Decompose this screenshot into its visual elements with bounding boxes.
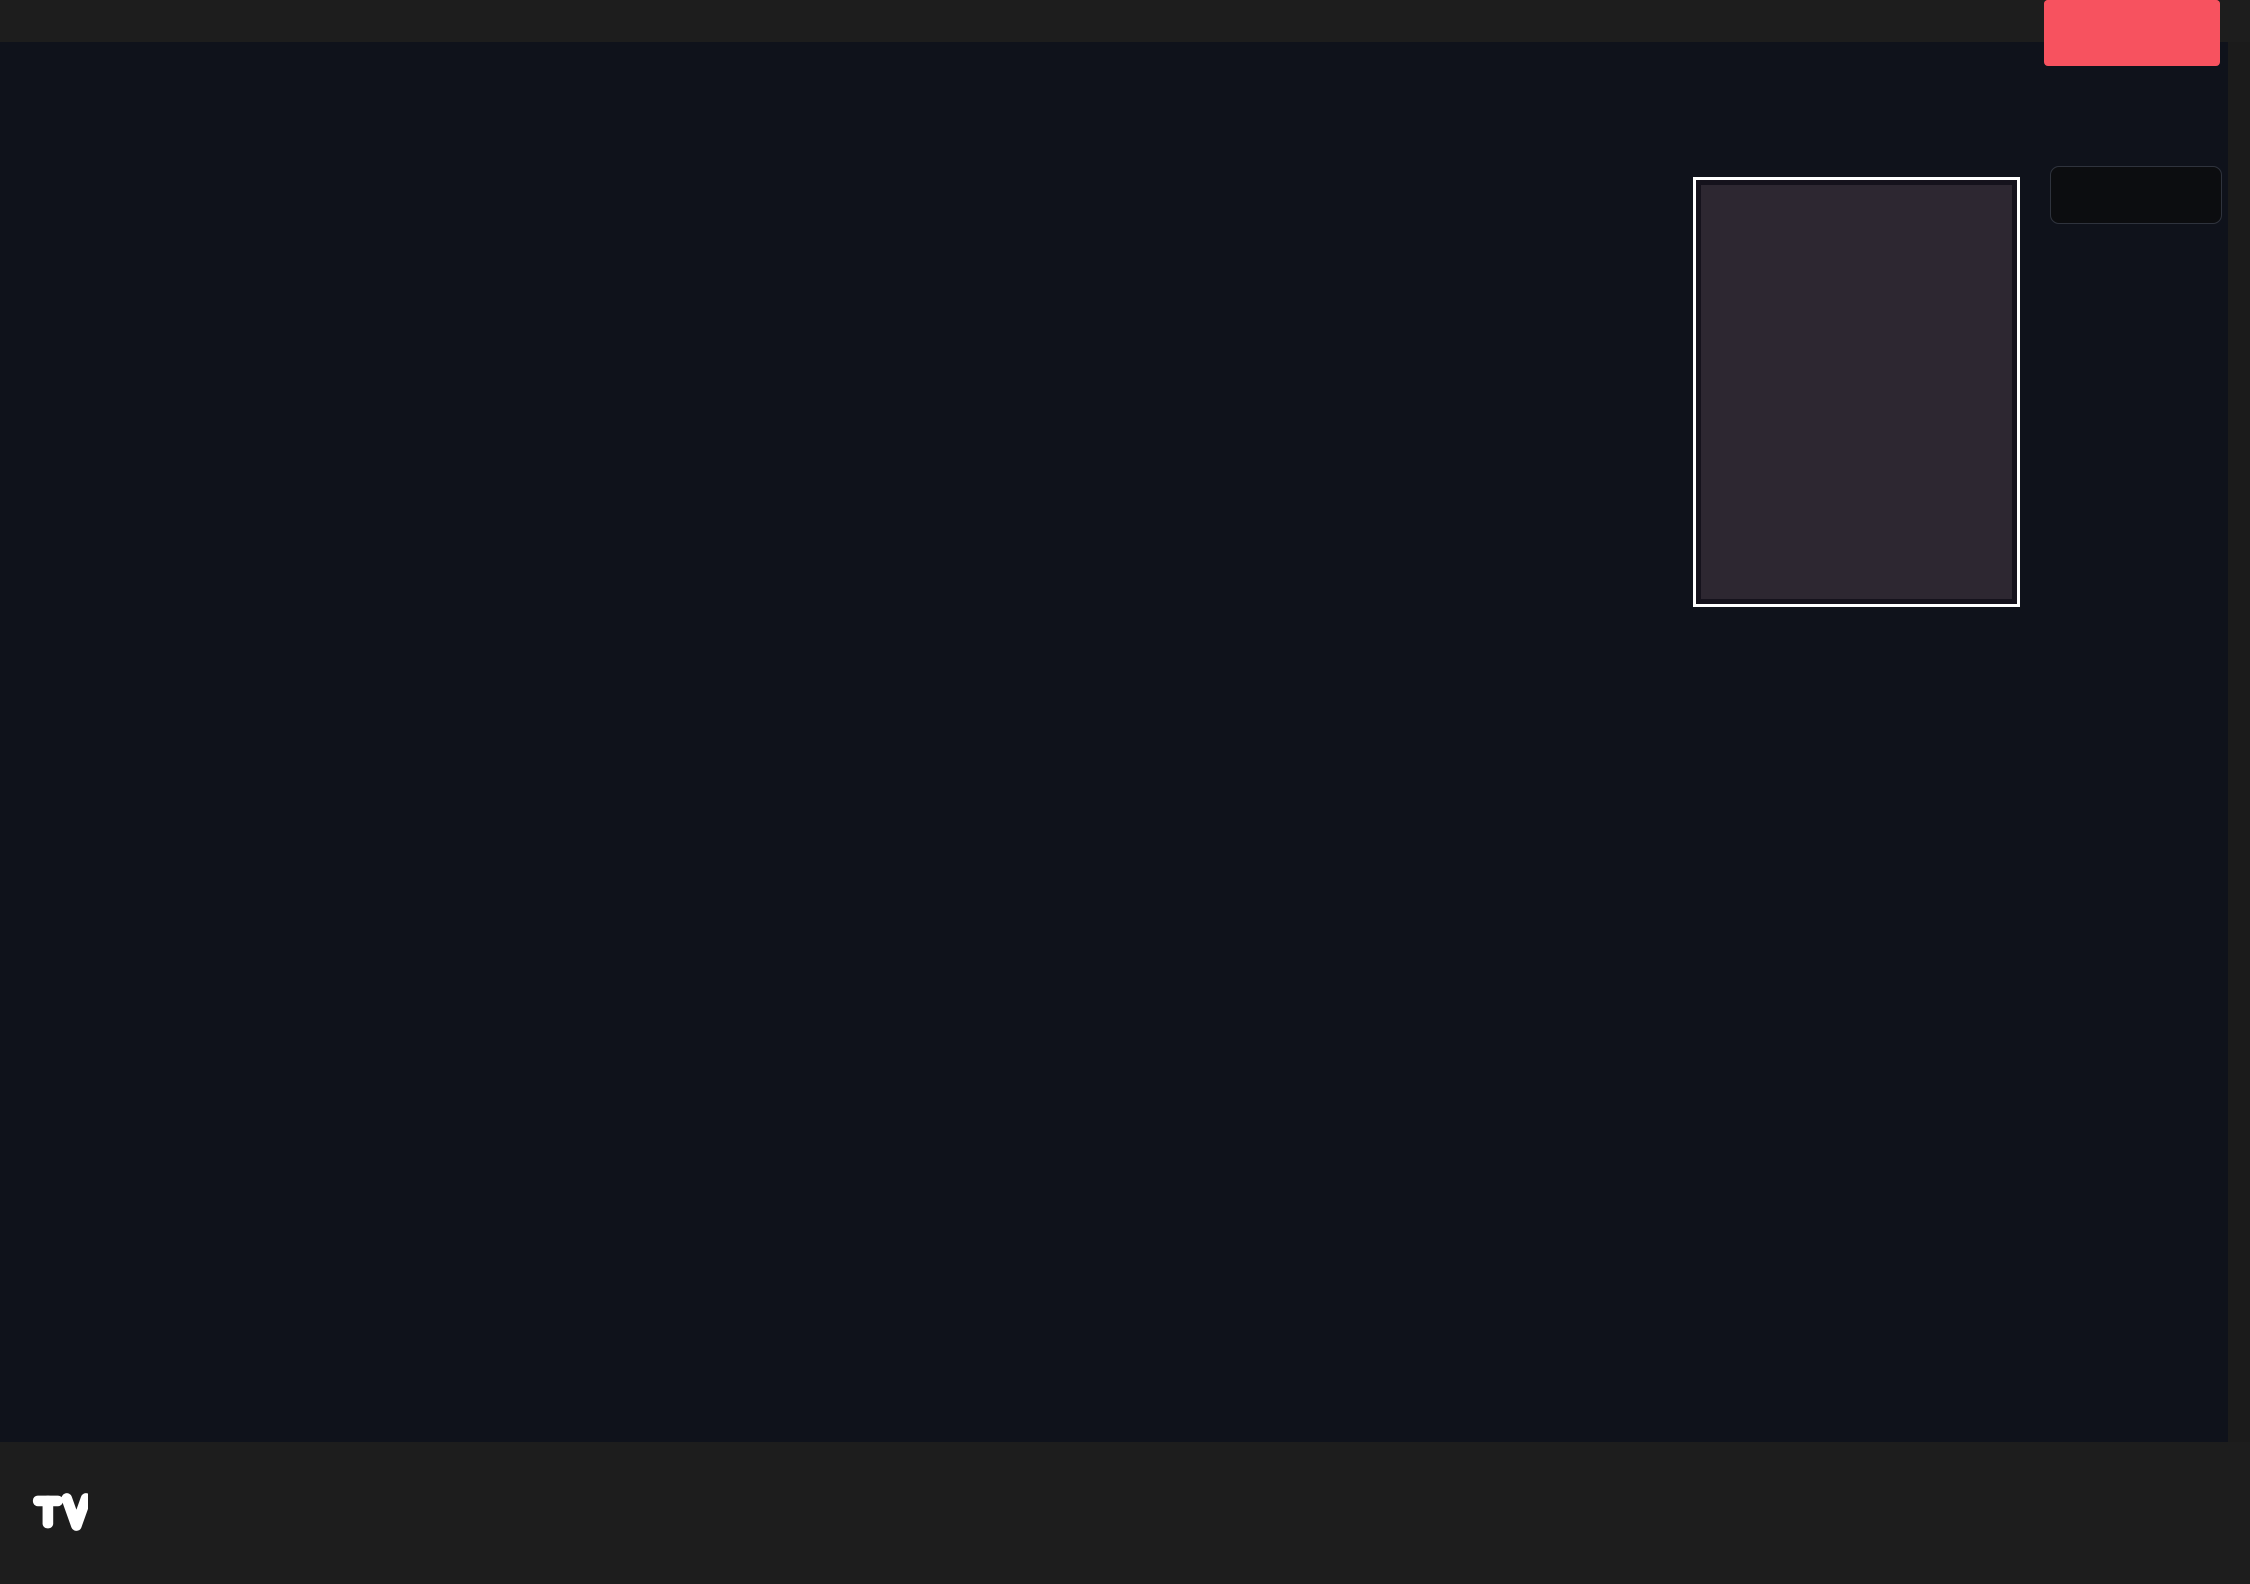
symbol-legend[interactable] <box>30 162 118 193</box>
trend-summary-box <box>1693 177 2020 607</box>
trend-title <box>1701 185 2012 599</box>
rsi-legend[interactable] <box>30 1220 48 1249</box>
footer-bar <box>0 1442 2250 1584</box>
right-gutter <box>2228 42 2250 1442</box>
last-price-label[interactable] <box>2044 0 2220 66</box>
volume-legend[interactable] <box>30 50 44 78</box>
currency-button[interactable] <box>2050 166 2222 224</box>
tradingview-logo-icon <box>32 1493 88 1531</box>
tradingview-logo[interactable] <box>30 1482 102 1542</box>
attribution-bar <box>0 0 2250 42</box>
